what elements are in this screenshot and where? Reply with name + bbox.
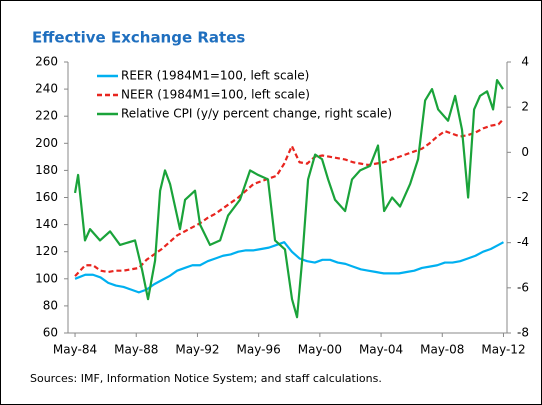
legend-label: REER (1984M1=100, left scale) (121, 69, 309, 83)
x-tick-label: May-88 (114, 343, 158, 357)
series-line (73, 78, 504, 319)
y-tick-label: 180 (35, 163, 58, 177)
y2-tick-label: 4 (521, 55, 529, 69)
y2-tick-label: 2 (521, 100, 529, 114)
y-tick-label: 60 (43, 326, 58, 340)
chart-title: Effective Exchange Rates (32, 29, 245, 47)
y-tick-label: 140 (35, 217, 58, 231)
y-tick-label: 120 (35, 244, 58, 258)
x-tick-label: May-84 (53, 343, 97, 357)
y-tick-label: 260 (35, 55, 58, 69)
x-tick-label: May-00 (298, 343, 342, 357)
y2-tick-label: -8 (517, 326, 529, 340)
y2-tick-label: -4 (517, 235, 529, 249)
x-tick-label: May-96 (237, 343, 281, 357)
y-tick-label: 80 (43, 298, 58, 312)
x-tick-label: May-92 (175, 343, 219, 357)
series-line (74, 118, 505, 277)
y2-tick-label: -2 (517, 190, 529, 204)
x-tick-label: May-08 (420, 343, 464, 357)
x-tick-label: May-04 (359, 343, 403, 357)
y-tick-label: 220 (35, 109, 58, 123)
y-tick-label: 240 (35, 82, 58, 96)
legend-label: Relative CPI (y/y percent change, right … (121, 107, 392, 121)
source-note: Sources: IMF, Information Notice System;… (30, 372, 382, 385)
y-tick-label: 100 (35, 271, 58, 285)
y-tick-label: 200 (35, 136, 58, 150)
x-tick-label: May-12 (481, 343, 525, 357)
y-tick-label: 160 (35, 190, 58, 204)
legend-label: NEER (1984M1=100, left scale) (121, 88, 310, 102)
y2-tick-label: -6 (517, 280, 529, 294)
y2-tick-label: 0 (521, 145, 529, 159)
